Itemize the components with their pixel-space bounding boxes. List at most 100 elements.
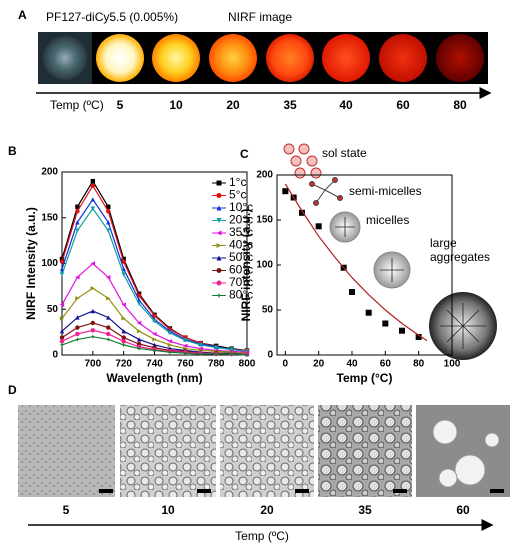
vial-photo <box>43 36 87 80</box>
legend-marker <box>216 280 222 286</box>
marker <box>167 339 173 344</box>
marker <box>106 209 111 214</box>
marker <box>59 316 65 321</box>
marker <box>121 316 126 321</box>
temp-label: 20 <box>226 98 240 112</box>
marker <box>90 183 96 188</box>
tem-image <box>220 405 314 497</box>
marker <box>167 342 173 348</box>
panel-label: C <box>240 147 249 161</box>
annotation-text: sol state <box>322 146 367 160</box>
legend-marker <box>216 268 222 273</box>
marker <box>90 286 96 291</box>
series-line <box>61 207 248 352</box>
marker <box>213 345 219 350</box>
legend-label: 10°c <box>229 200 253 214</box>
y-tick-label: 50 <box>262 305 274 316</box>
temp-label: 40 <box>339 98 353 112</box>
marker <box>121 335 126 340</box>
x-axis-label: Temp (°C) <box>337 371 393 385</box>
spot <box>152 34 200 82</box>
marker <box>75 220 80 225</box>
y-tick-label: 0 <box>52 350 58 361</box>
y-tick-label: 0 <box>267 350 273 361</box>
marker <box>167 350 173 355</box>
marker <box>382 320 389 327</box>
spot <box>266 34 314 82</box>
marker <box>183 343 188 349</box>
marker <box>90 328 96 333</box>
marker <box>75 337 80 342</box>
y-tick-label: 50 <box>47 304 59 315</box>
legend-label: 1°c <box>229 175 246 189</box>
plot-frame <box>61 171 248 356</box>
marker <box>229 351 234 357</box>
marker <box>90 178 96 184</box>
legend-label: 35°c <box>229 225 253 239</box>
spot <box>379 34 427 82</box>
tem-images <box>18 405 510 497</box>
x-tick-label: 100 <box>444 359 461 370</box>
marker <box>229 347 234 352</box>
marker <box>59 259 65 264</box>
marker <box>121 259 126 264</box>
x-tick-label: 700 <box>84 359 101 370</box>
marker <box>136 320 142 326</box>
axis-label: Temp (ºC) <box>235 529 289 543</box>
spot <box>436 34 484 82</box>
legend-label: 40°c <box>229 238 253 252</box>
spot <box>322 34 370 82</box>
annotation-text: large aggregates <box>430 236 491 264</box>
marker <box>59 256 65 262</box>
marker <box>136 337 142 342</box>
marker <box>90 206 96 211</box>
image-title: NIRF image <box>228 10 292 24</box>
marker <box>106 296 111 301</box>
marker <box>106 337 111 342</box>
marker <box>136 329 142 334</box>
annotation: semi-micelles <box>349 184 422 198</box>
marker <box>59 339 65 344</box>
marker <box>121 272 126 277</box>
legend-label: 20°c <box>229 213 253 227</box>
panel-label: A <box>18 8 27 22</box>
legend-label: 70°c <box>229 275 253 289</box>
marker <box>198 346 203 351</box>
annotation-text: semi-micelles <box>349 184 422 198</box>
marker <box>106 325 111 330</box>
temp-label: 20 <box>260 503 274 517</box>
tem-image <box>318 405 412 497</box>
y-axis-label: NIRF Intensity (a.u.) <box>24 207 38 320</box>
marker <box>121 256 126 262</box>
x-tick-label: 720 <box>115 359 132 370</box>
legend-label: 5°c <box>229 188 246 202</box>
y-axis-label: NIRF intensity (a.u.) <box>239 209 253 322</box>
y-tick-label: 100 <box>256 260 273 271</box>
x-tick-label: 780 <box>208 359 225 370</box>
x-tick-label: 760 <box>177 359 194 370</box>
fit-line <box>284 183 428 342</box>
marker <box>167 330 173 336</box>
tem-image <box>120 405 216 497</box>
x-tick-label: 800 <box>239 359 256 370</box>
temp-label: 60 <box>396 98 410 112</box>
marker <box>75 296 80 301</box>
x-tick-label: 40 <box>346 359 358 370</box>
panel-label: D <box>8 383 17 397</box>
marker <box>75 325 80 330</box>
temp-label: 5 <box>63 503 70 517</box>
marker <box>213 351 219 357</box>
temp-label: 10 <box>169 98 183 112</box>
temp-label: 10 <box>161 503 175 517</box>
marker <box>315 223 322 230</box>
marker <box>152 318 157 324</box>
marker <box>365 309 372 316</box>
marker <box>136 301 142 306</box>
panel-label: B <box>8 144 17 158</box>
marker <box>75 315 80 320</box>
marker <box>152 313 157 318</box>
legend-marker <box>216 255 222 261</box>
nirf-spots <box>96 34 484 82</box>
marker <box>59 335 65 340</box>
x-tick-label: 740 <box>146 359 163 370</box>
